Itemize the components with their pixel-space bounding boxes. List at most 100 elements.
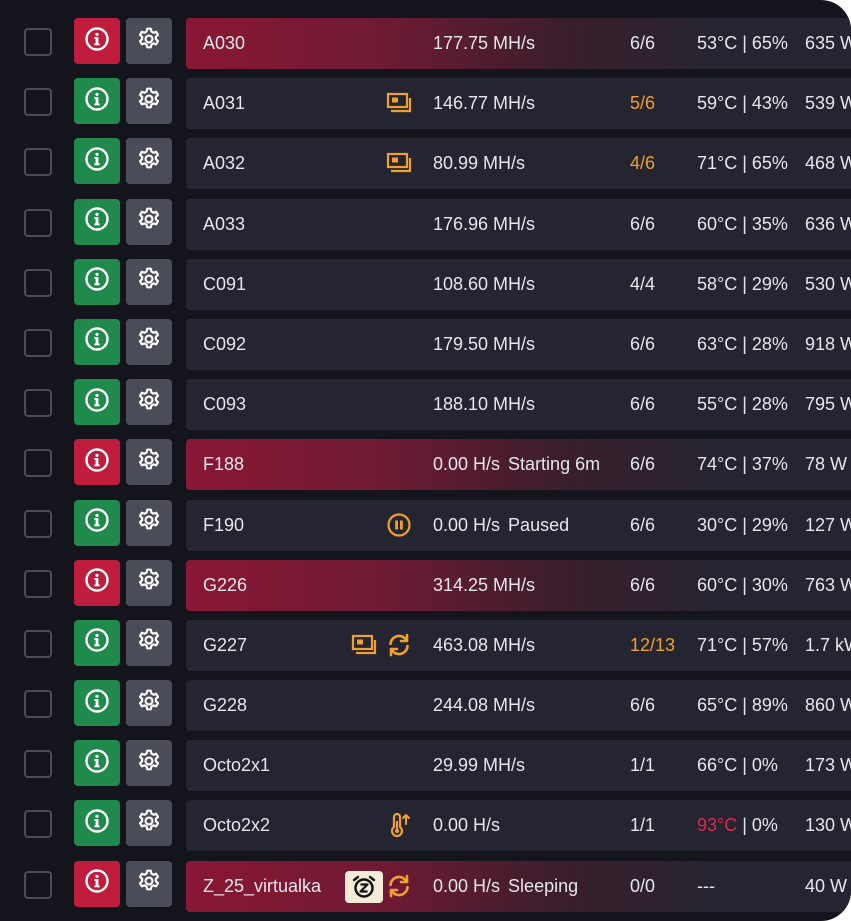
rig-row: G228 244.08 MH/s 6/6 65°C | 89% 860 W bbox=[0, 674, 851, 734]
gear-icon bbox=[136, 326, 162, 357]
rig-card[interactable]: G226 314.25 MH/s 6/6 60°C | 30% 763 W bbox=[186, 560, 851, 611]
rig-settings-button[interactable] bbox=[126, 560, 172, 606]
rig-card[interactable]: F188 0.00 H/s Starting 6m 6/6 74°C | 37% 78 W bbox=[186, 439, 851, 490]
rig-info-button[interactable] bbox=[74, 500, 120, 546]
fan-speed-value: | 35% bbox=[737, 214, 788, 234]
fan-speed-value: | 0% bbox=[737, 755, 778, 775]
rig-card[interactable]: G228 244.08 MH/s 6/6 65°C | 89% 860 W bbox=[186, 680, 851, 731]
gpu-count: 4/4 bbox=[630, 259, 655, 310]
rig-settings-button[interactable] bbox=[126, 199, 172, 245]
hashrate-value: 179.50 MH/s bbox=[433, 334, 535, 354]
rig-info-button[interactable] bbox=[74, 18, 120, 64]
temp-fan-cell: 93°C | 0% bbox=[697, 800, 778, 851]
rig-card[interactable]: C092 179.50 MH/s 6/6 63°C | 28% 918 W bbox=[186, 319, 851, 370]
gear-icon bbox=[136, 808, 162, 839]
rig-info-button[interactable] bbox=[74, 78, 120, 124]
temperature-value: 66°C bbox=[697, 755, 737, 775]
row-select-checkbox[interactable] bbox=[24, 148, 52, 176]
hashrate-cell: 179.50 MH/s bbox=[433, 319, 543, 370]
rig-card[interactable]: G227 463.08 MH/s 12/13 71°C | 57% 1.7 kW bbox=[186, 620, 851, 671]
rig-settings-button[interactable] bbox=[126, 18, 172, 64]
row-select-checkbox[interactable] bbox=[24, 510, 52, 538]
rig-name: A032 bbox=[203, 138, 245, 189]
rig-card[interactable]: Octo2x1 29.99 MH/s 1/1 66°C | 0% 173 W bbox=[186, 740, 851, 791]
rig-card[interactable]: Z_25_virtualka 0.00 H/s Sleeping 0/0 --- 40 W bbox=[186, 861, 851, 912]
rig-card[interactable]: A032 80.99 MH/s 4/6 71°C | 65% 468 W bbox=[186, 138, 851, 189]
hashrate-cell: 463.08 MH/s bbox=[433, 620, 543, 671]
row-select-checkbox[interactable] bbox=[24, 630, 52, 658]
rig-settings-button[interactable] bbox=[126, 500, 172, 546]
monitor-warning-icon bbox=[351, 632, 377, 658]
rig-info-button[interactable] bbox=[74, 800, 120, 846]
rig-info-button[interactable] bbox=[74, 560, 120, 606]
rig-info-button[interactable] bbox=[74, 379, 120, 425]
rig-info-button[interactable] bbox=[74, 861, 120, 907]
rig-info-button[interactable] bbox=[74, 680, 120, 726]
rig-card[interactable]: A033 176.96 MH/s 6/6 60°C | 35% 636 W bbox=[186, 199, 851, 250]
rig-name: C092 bbox=[203, 319, 246, 370]
rig-row: G227 463.08 MH/s 12/13 71°C | 57% 1.7 kW bbox=[0, 614, 851, 674]
row-select-checkbox[interactable] bbox=[24, 88, 52, 116]
rig-info-button[interactable] bbox=[74, 259, 120, 305]
temperature-value: 63°C bbox=[697, 334, 737, 354]
rig-settings-button[interactable] bbox=[126, 861, 172, 907]
rig-card[interactable]: C093 188.10 MH/s 6/6 55°C | 28% 795 W bbox=[186, 379, 851, 430]
row-select-checkbox[interactable] bbox=[24, 570, 52, 598]
hashrate-cell: 0.00 H/s bbox=[433, 800, 508, 851]
rig-row: A033 176.96 MH/s 6/6 60°C | 35% 636 W bbox=[0, 193, 851, 253]
rig-card[interactable]: C091 108.60 MH/s 4/4 58°C | 29% 530 W bbox=[186, 259, 851, 310]
rig-settings-button[interactable] bbox=[126, 319, 172, 365]
row-select-checkbox[interactable] bbox=[24, 449, 52, 477]
rig-settings-button[interactable] bbox=[126, 379, 172, 425]
info-icon bbox=[84, 447, 110, 478]
info-icon bbox=[84, 688, 110, 719]
rig-info-button[interactable] bbox=[74, 199, 120, 245]
temp-fan-cell: 30°C | 29% bbox=[697, 500, 788, 551]
rig-settings-button[interactable] bbox=[126, 800, 172, 846]
rig-settings-button[interactable] bbox=[126, 78, 172, 124]
hashrate-cell: 0.00 H/s Starting 6m bbox=[433, 439, 600, 490]
rig-settings-button[interactable] bbox=[126, 740, 172, 786]
info-icon bbox=[84, 387, 110, 418]
rig-card[interactable]: F190 0.00 H/s Paused 6/6 30°C | 29% 127 W bbox=[186, 500, 851, 551]
power-value: 636 W bbox=[805, 199, 851, 250]
row-select-checkbox[interactable] bbox=[24, 209, 52, 237]
rig-settings-button[interactable] bbox=[126, 680, 172, 726]
info-icon bbox=[84, 326, 110, 357]
rig-card[interactable]: Octo2x2 0.00 H/s 1/1 93°C | 0% 130 W bbox=[186, 800, 851, 851]
rig-settings-button[interactable] bbox=[126, 620, 172, 666]
pause-icon bbox=[386, 512, 412, 538]
info-icon bbox=[84, 748, 110, 779]
row-select-checkbox[interactable] bbox=[24, 810, 52, 838]
rig-row: G226 314.25 MH/s 6/6 60°C | 30% 763 W bbox=[0, 554, 851, 614]
rig-info-button[interactable] bbox=[74, 138, 120, 184]
fan-speed-value: | 28% bbox=[737, 334, 788, 354]
rig-info-button[interactable] bbox=[74, 620, 120, 666]
row-select-checkbox[interactable] bbox=[24, 28, 52, 56]
rig-settings-button[interactable] bbox=[126, 259, 172, 305]
rig-settings-button[interactable] bbox=[126, 138, 172, 184]
rig-info-button[interactable] bbox=[74, 439, 120, 485]
temperature-value: 74°C bbox=[697, 454, 737, 474]
rig-name: G227 bbox=[203, 620, 247, 671]
rig-info-button[interactable] bbox=[74, 740, 120, 786]
hashrate-cell: 108.60 MH/s bbox=[433, 259, 543, 310]
power-value: 795 W bbox=[805, 379, 851, 430]
temp-fan-cell: 55°C | 28% bbox=[697, 379, 788, 430]
row-select-checkbox[interactable] bbox=[24, 329, 52, 357]
rig-card[interactable]: A031 146.77 MH/s 5/6 59°C | 43% 539 W bbox=[186, 78, 851, 129]
rig-name: A030 bbox=[203, 18, 245, 69]
row-select-checkbox[interactable] bbox=[24, 750, 52, 778]
row-select-checkbox[interactable] bbox=[24, 389, 52, 417]
rig-settings-button[interactable] bbox=[126, 439, 172, 485]
monitor-warning-icon bbox=[386, 150, 412, 176]
rig-info-button[interactable] bbox=[74, 319, 120, 365]
hashrate-value: 314.25 MH/s bbox=[433, 575, 535, 595]
row-select-checkbox[interactable] bbox=[24, 269, 52, 297]
row-select-checkbox[interactable] bbox=[24, 871, 52, 899]
row-select-checkbox[interactable] bbox=[24, 690, 52, 718]
hashrate-value: 146.77 MH/s bbox=[433, 93, 535, 113]
rig-name: Octo2x2 bbox=[203, 800, 270, 851]
temp-fan-cell: 71°C | 57% bbox=[697, 620, 788, 671]
rig-card[interactable]: A030 177.75 MH/s 6/6 53°C | 65% 635 W bbox=[186, 18, 851, 69]
